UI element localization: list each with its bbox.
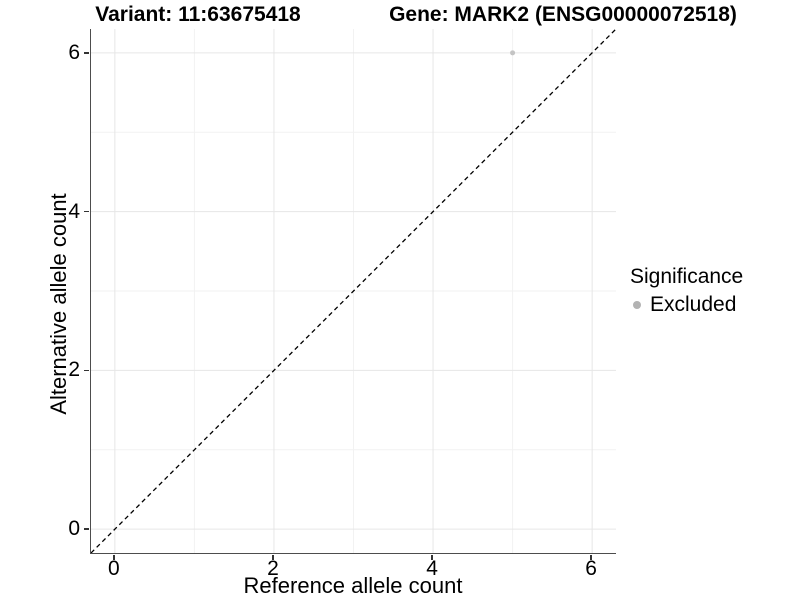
y-tick-label: 6	[68, 40, 80, 64]
legend-item-label: Excluded	[650, 293, 737, 316]
x-tick-label: 0	[108, 557, 120, 580]
y-tick-label: 0	[68, 517, 80, 541]
y-tick-mark	[83, 210, 89, 213]
gene-title: Gene: MARK2 (ENSG00000072518)	[389, 3, 737, 26]
legend: Significance Excluded	[630, 264, 743, 318]
legend-items: Excluded	[630, 292, 743, 318]
plot-area-svg	[91, 29, 616, 553]
y-tick-label: 2	[68, 358, 80, 382]
y-axis-title: Alternative allele count	[46, 193, 71, 415]
variant-title: Variant: 11:63675418	[95, 3, 301, 26]
x-tick-mark	[590, 554, 592, 560]
x-tick-mark	[431, 554, 433, 560]
plot-panel	[90, 29, 616, 554]
y-tick-mark	[83, 369, 89, 372]
legend-item: Excluded	[630, 292, 743, 318]
identity-reference-line	[91, 29, 616, 553]
legend-title: Significance	[630, 265, 744, 288]
x-tick-mark	[113, 554, 115, 560]
y-tick-mark	[83, 528, 89, 530]
x-tick-label: 6	[585, 557, 597, 580]
data-point	[510, 50, 516, 56]
x-tick-mark	[272, 554, 274, 560]
x-tick-label: 4	[426, 557, 438, 580]
x-tick-label: 2	[267, 557, 279, 580]
y-tick-label: 4	[68, 199, 80, 223]
y-tick-mark	[83, 52, 89, 54]
legend-point-icon	[633, 301, 641, 309]
x-axis-title: Reference allele count	[243, 573, 463, 598]
